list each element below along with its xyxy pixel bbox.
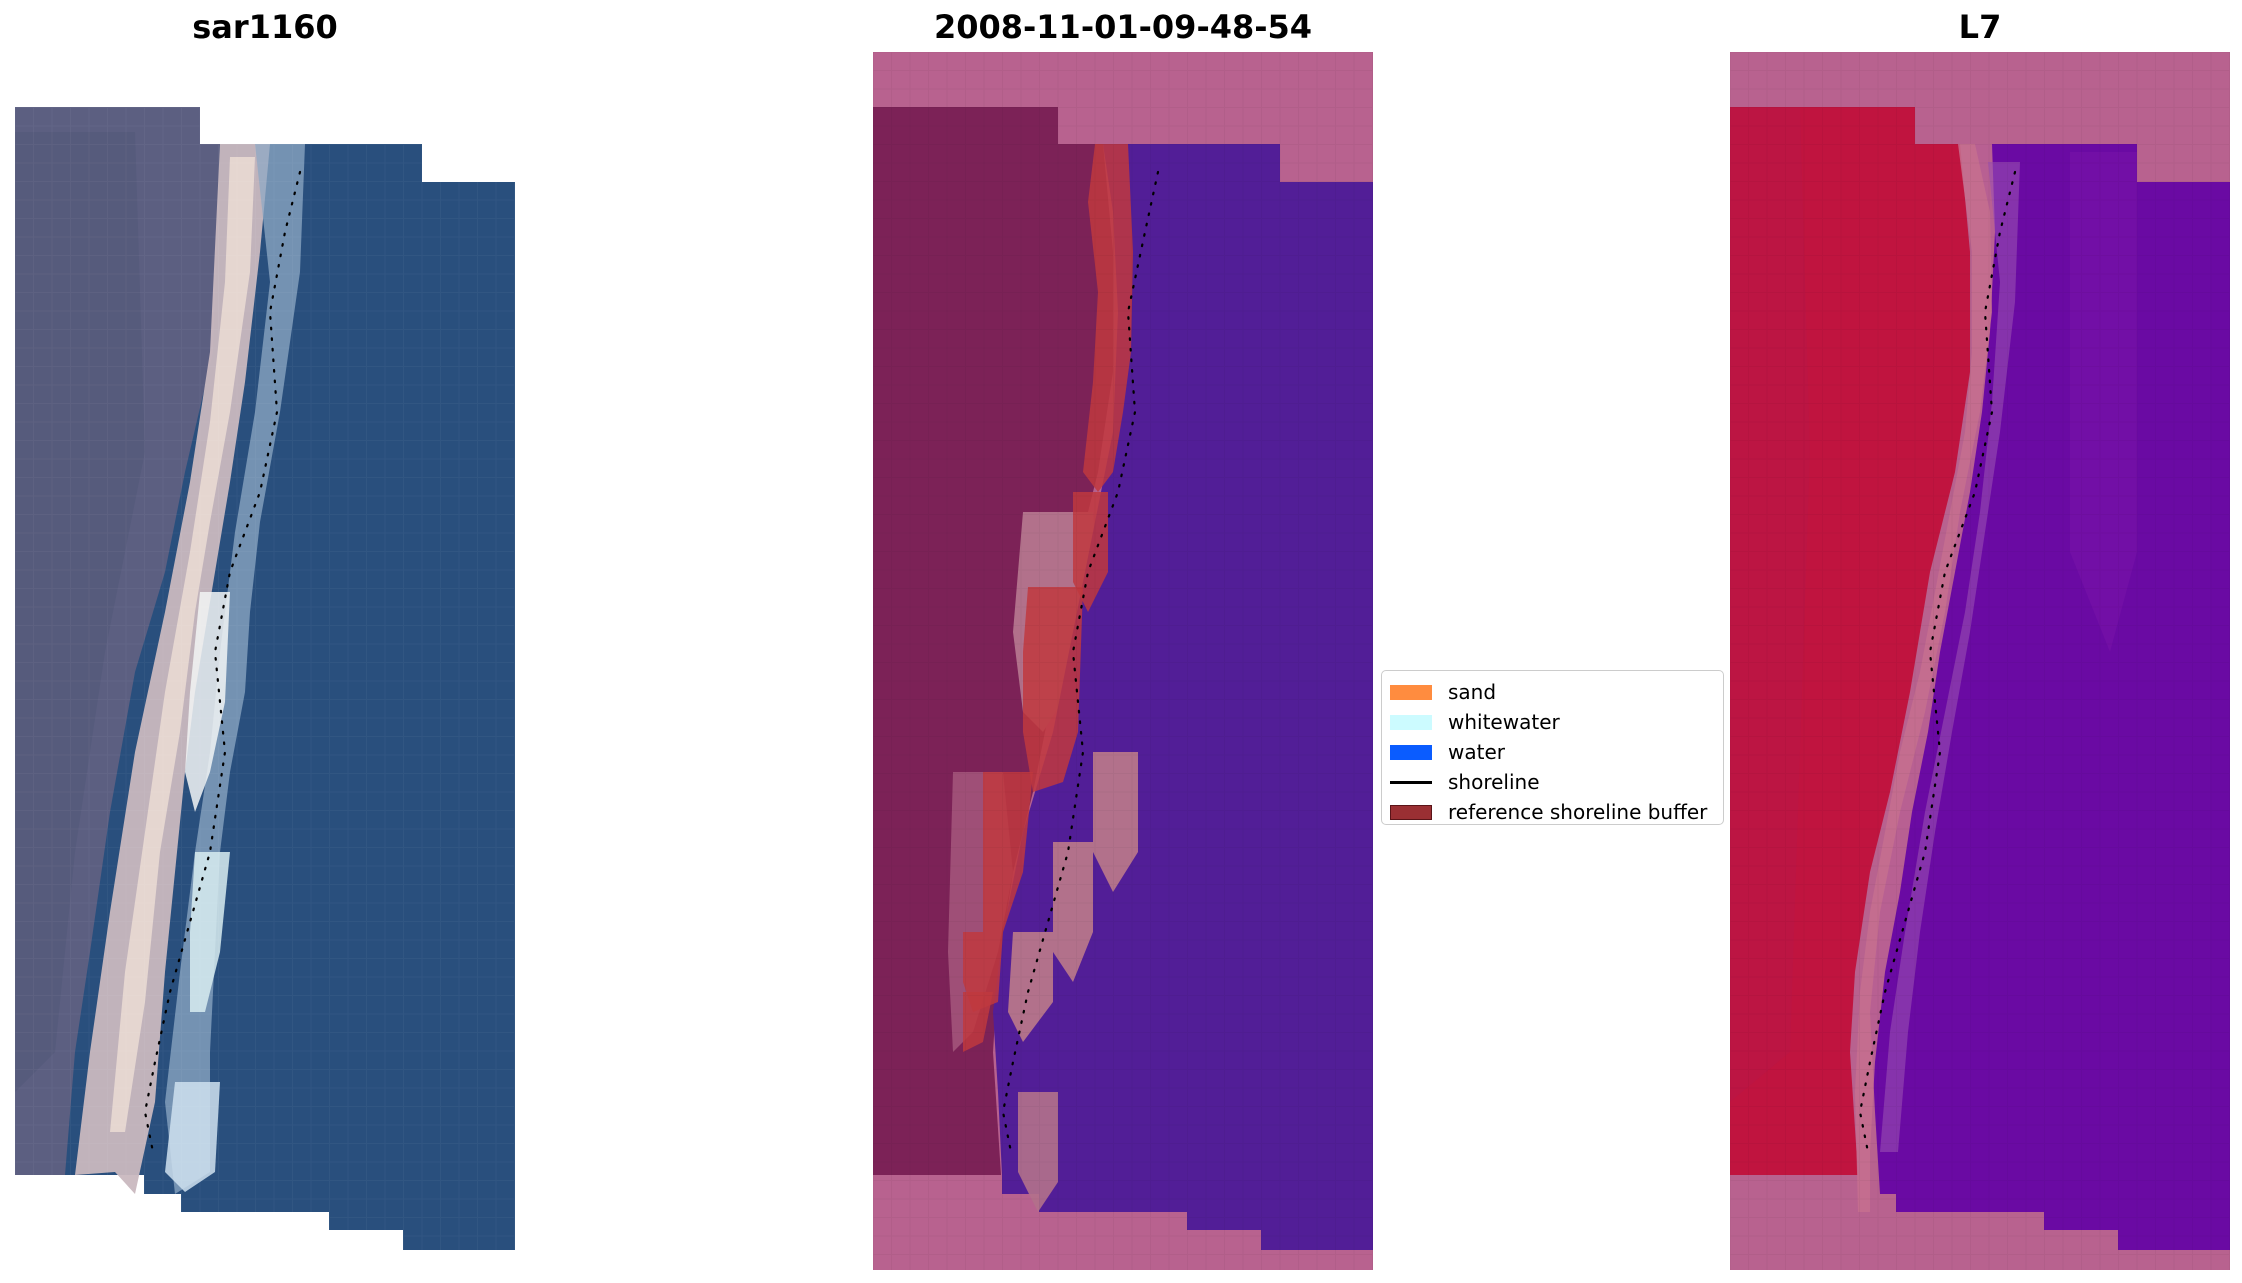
legend-item-whitewater: whitewater (1390, 707, 1715, 737)
legend: sand whitewater water shoreline referenc… (1381, 670, 1724, 825)
shoreline-swatch (1390, 780, 1432, 784)
index-image (1730, 52, 2230, 1270)
legend-item-water: water (1390, 737, 1715, 767)
legend-label: whitewater (1448, 710, 1560, 734)
legend-item-reference-shoreline-buffer: reference shoreline buffer (1390, 797, 1715, 827)
right-panel-title: L7 (1958, 8, 2002, 46)
reference-shoreline-buffer-swatch (1390, 804, 1432, 820)
classified-image (873, 52, 1373, 1270)
legend-label: sand (1448, 680, 1497, 704)
index-image-panel (1730, 52, 2230, 1270)
classified-image-panel (873, 52, 1373, 1270)
water-swatch (1390, 744, 1432, 760)
left-panel-title: sar1160 (192, 8, 338, 46)
legend-label: reference shoreline buffer (1448, 800, 1708, 824)
sand-swatch (1390, 684, 1432, 700)
legend-item-sand: sand (1390, 677, 1715, 707)
whitewater-swatch (1390, 714, 1432, 730)
rgb-image-panel (15, 52, 515, 1270)
legend-item-shoreline: shoreline (1390, 767, 1715, 797)
rgb-image (15, 107, 515, 1250)
legend-label: water (1448, 740, 1505, 764)
middle-panel-title: 2008-11-01-09-48-54 (933, 8, 1313, 46)
legend-label: shoreline (1448, 770, 1540, 794)
